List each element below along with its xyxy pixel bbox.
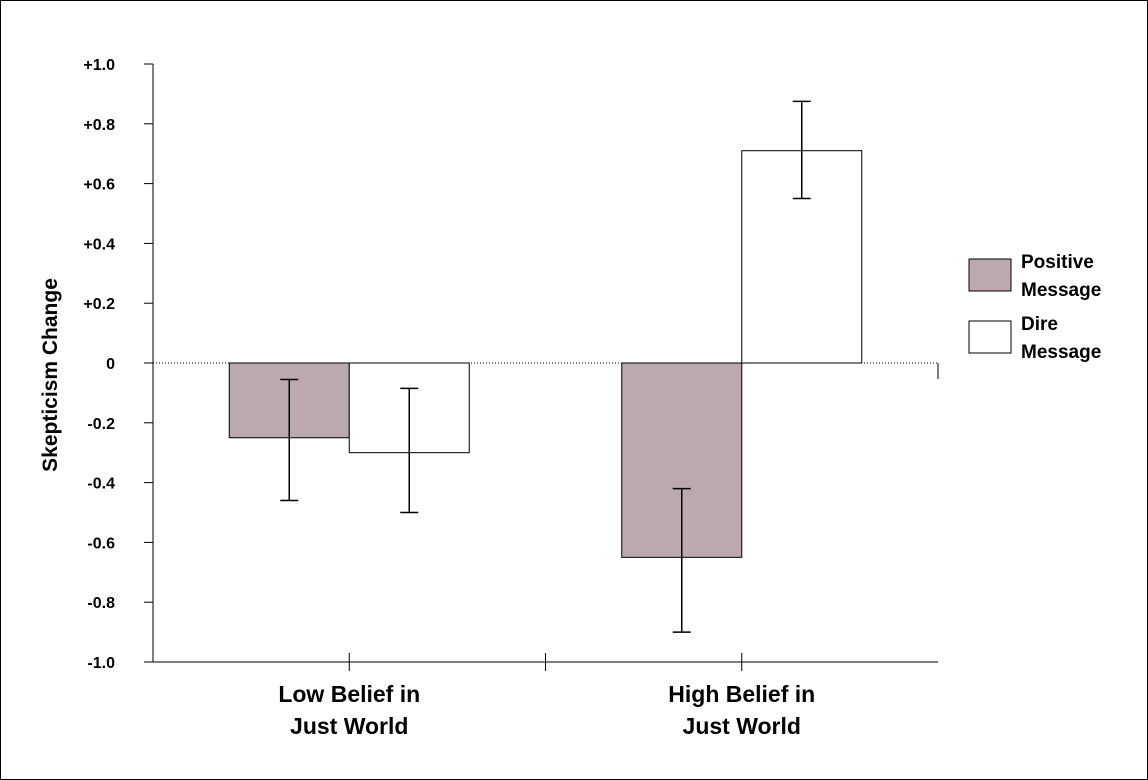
x-category-label: Just World: [683, 713, 801, 739]
y-tick-label: -0.8: [87, 595, 115, 612]
y-tick-label: -1.0: [87, 655, 115, 672]
y-tick-label: 0: [106, 356, 115, 373]
y-tick-label: -0.6: [87, 535, 115, 552]
legend-swatch-positive: [968, 258, 1012, 292]
legend-label-dire: Message: [1021, 342, 1101, 363]
y-tick-label: +0.2: [83, 296, 115, 313]
y-axis-title: Skepticism Change: [39, 278, 62, 472]
x-category-label: High Belief in: [668, 681, 815, 707]
x-category-label: Low Belief in: [278, 681, 420, 707]
y-tick-label: -0.4: [87, 476, 115, 493]
y-tick-label: +0.8: [83, 117, 115, 134]
legend-label-positive: Positive: [1021, 252, 1094, 273]
legend-swatch-dire: [968, 320, 1012, 354]
y-tick-label: +0.4: [83, 236, 115, 253]
legend-label-dire: Dire: [1021, 314, 1058, 335]
y-tick-label: +1.0: [83, 57, 115, 74]
legend-label-positive: Message: [1021, 280, 1101, 301]
y-tick-label: +0.6: [83, 177, 115, 194]
x-category-label: Just World: [290, 713, 408, 739]
y-tick-label: -0.2: [87, 416, 115, 433]
